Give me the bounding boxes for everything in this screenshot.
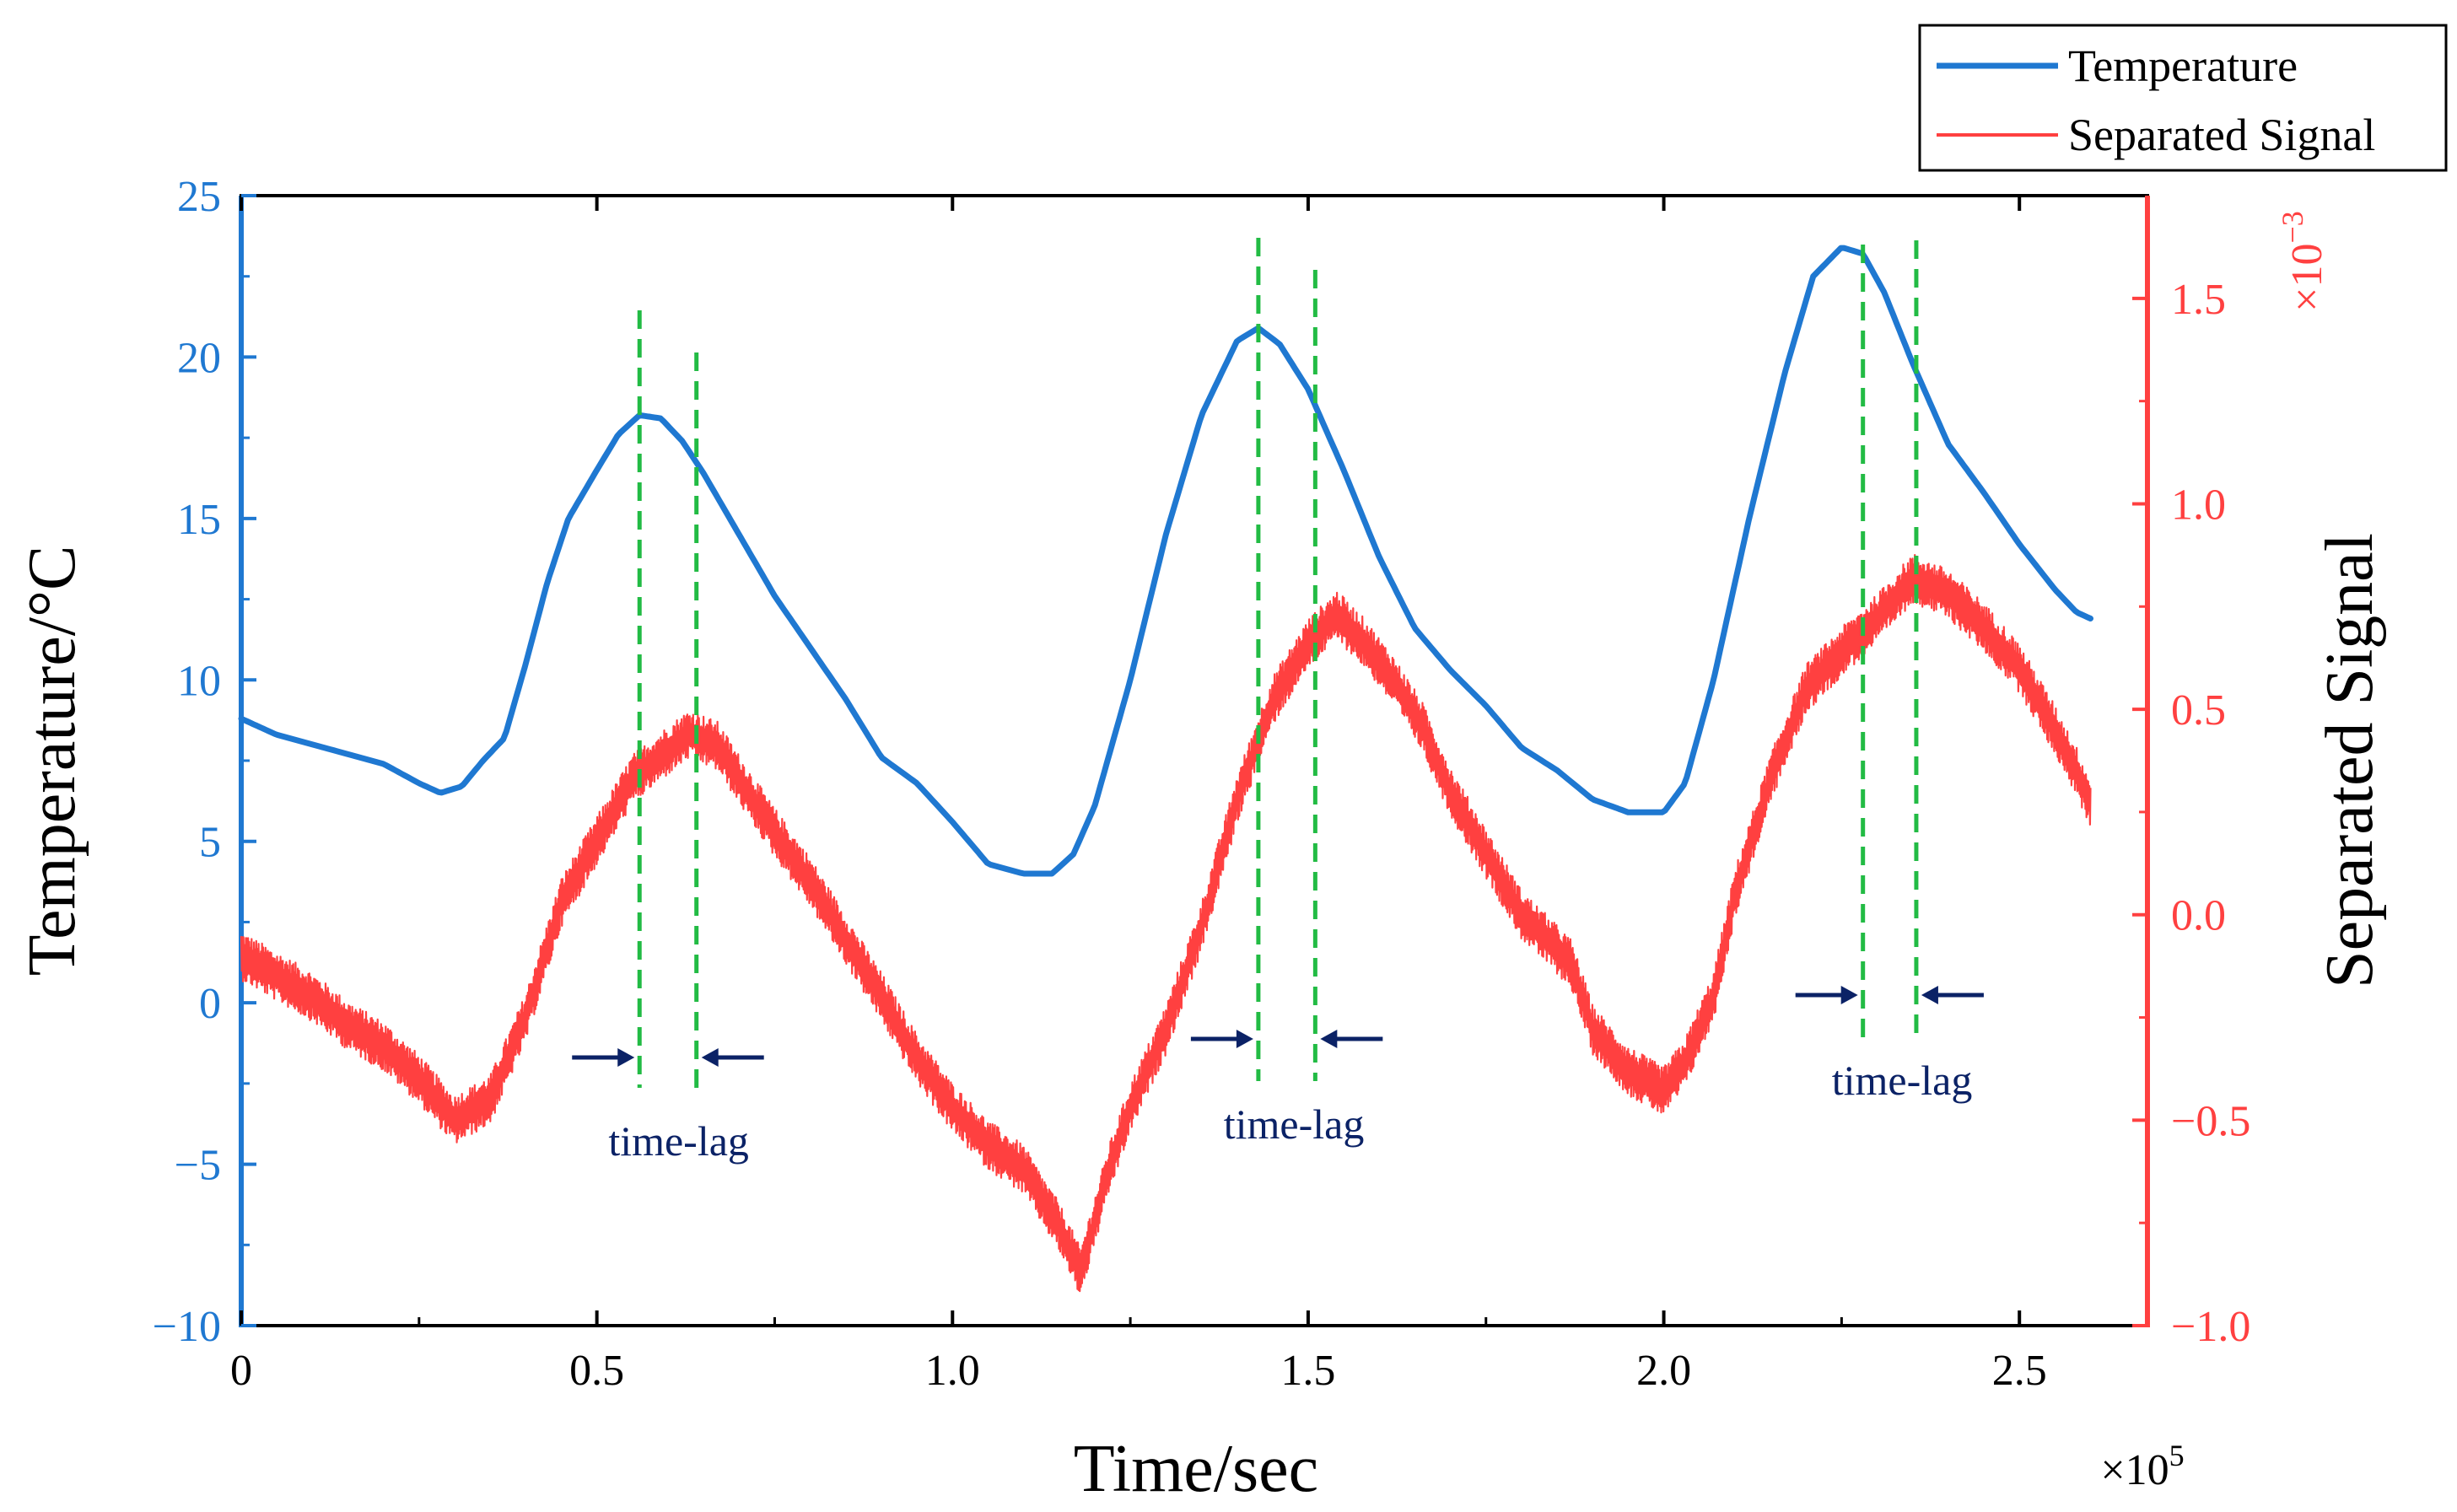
legend: Temperature Separated Signal [1918,24,2448,172]
left-y-tick-label: 25 [177,173,221,221]
time-lag-arrowhead [617,1048,635,1067]
time-lag-arrowhead [1236,1030,1253,1048]
time-lag-label: time-lag [1832,1057,1973,1104]
time-lag-arrowhead [1320,1030,1338,1048]
left-y-axis-label: Temperature/°C [15,546,89,977]
left-y-axis-ticks: −10 −5 0 5 10 15 20 25 [153,173,256,1351]
time-lag-guides: time-lag time-lag time-lag [572,238,1984,1165]
left-y-tick-label: 10 [177,657,221,705]
x-tick-label: 1.0 [925,1347,980,1395]
right-y-tick-label: −0.5 [2171,1097,2250,1145]
right-multiplier-base: ×10 [2283,243,2331,311]
right-y-axis-ticks: −1.0 −0.5 0.0 0.5 1.0 1.5 [2132,276,2250,1351]
x-tick-label: 2.0 [1636,1347,1691,1395]
series-separated-signal [240,554,2092,1293]
right-y-axis-label: Separated Signal [2313,533,2387,988]
x-tick-label: 2.5 [1992,1347,2047,1395]
x-axis-label: Time/sec [1074,1432,1318,1506]
x-tick-label: 0 [230,1347,252,1395]
left-y-tick-label: 20 [177,334,221,382]
right-y-tick-label: 0.0 [2171,892,2226,940]
series-temperature [238,245,2093,877]
x-tick-label: 0.5 [569,1347,624,1395]
legend-box [1918,24,2448,172]
right-y-tick-label: 1.0 [2171,481,2226,529]
x-multiplier-exponent: 5 [2169,1439,2185,1472]
time-lag-label: time-lag [1224,1100,1365,1148]
right-y-tick-label: −1.0 [2171,1303,2250,1351]
time-lag-arrowhead [701,1048,719,1067]
series-layer [238,245,2093,1293]
x-axis-multiplier: ×105 [2100,1439,2184,1494]
legend-label-temperature: Temperature [2068,40,2298,91]
legend-label-separated-signal: Separated Signal [2068,110,2375,160]
right-y-tick-label: 0.5 [2171,686,2226,734]
time-lag-arrowhead [1921,986,1938,1004]
right-y-tick-label: 1.5 [2171,276,2226,324]
left-y-tick-label: −5 [175,1142,221,1190]
left-y-tick-label: 15 [177,496,221,544]
x-tick-label: 1.5 [1280,1347,1335,1395]
x-multiplier-base: ×10 [2100,1446,2169,1494]
left-y-tick-label: −10 [153,1303,221,1351]
time-lag-label: time-lag [608,1117,749,1165]
left-y-tick-label: 5 [199,819,221,867]
right-y-axis-multiplier: ×10−3 [2276,211,2331,312]
left-y-tick-label: 0 [199,980,221,1028]
time-lag-arrowhead [1840,986,1858,1004]
x-axis-ticks: 0 0.5 1.0 1.5 2.0 2.5 [230,196,2047,1395]
right-multiplier-exponent: −3 [2276,211,2309,243]
